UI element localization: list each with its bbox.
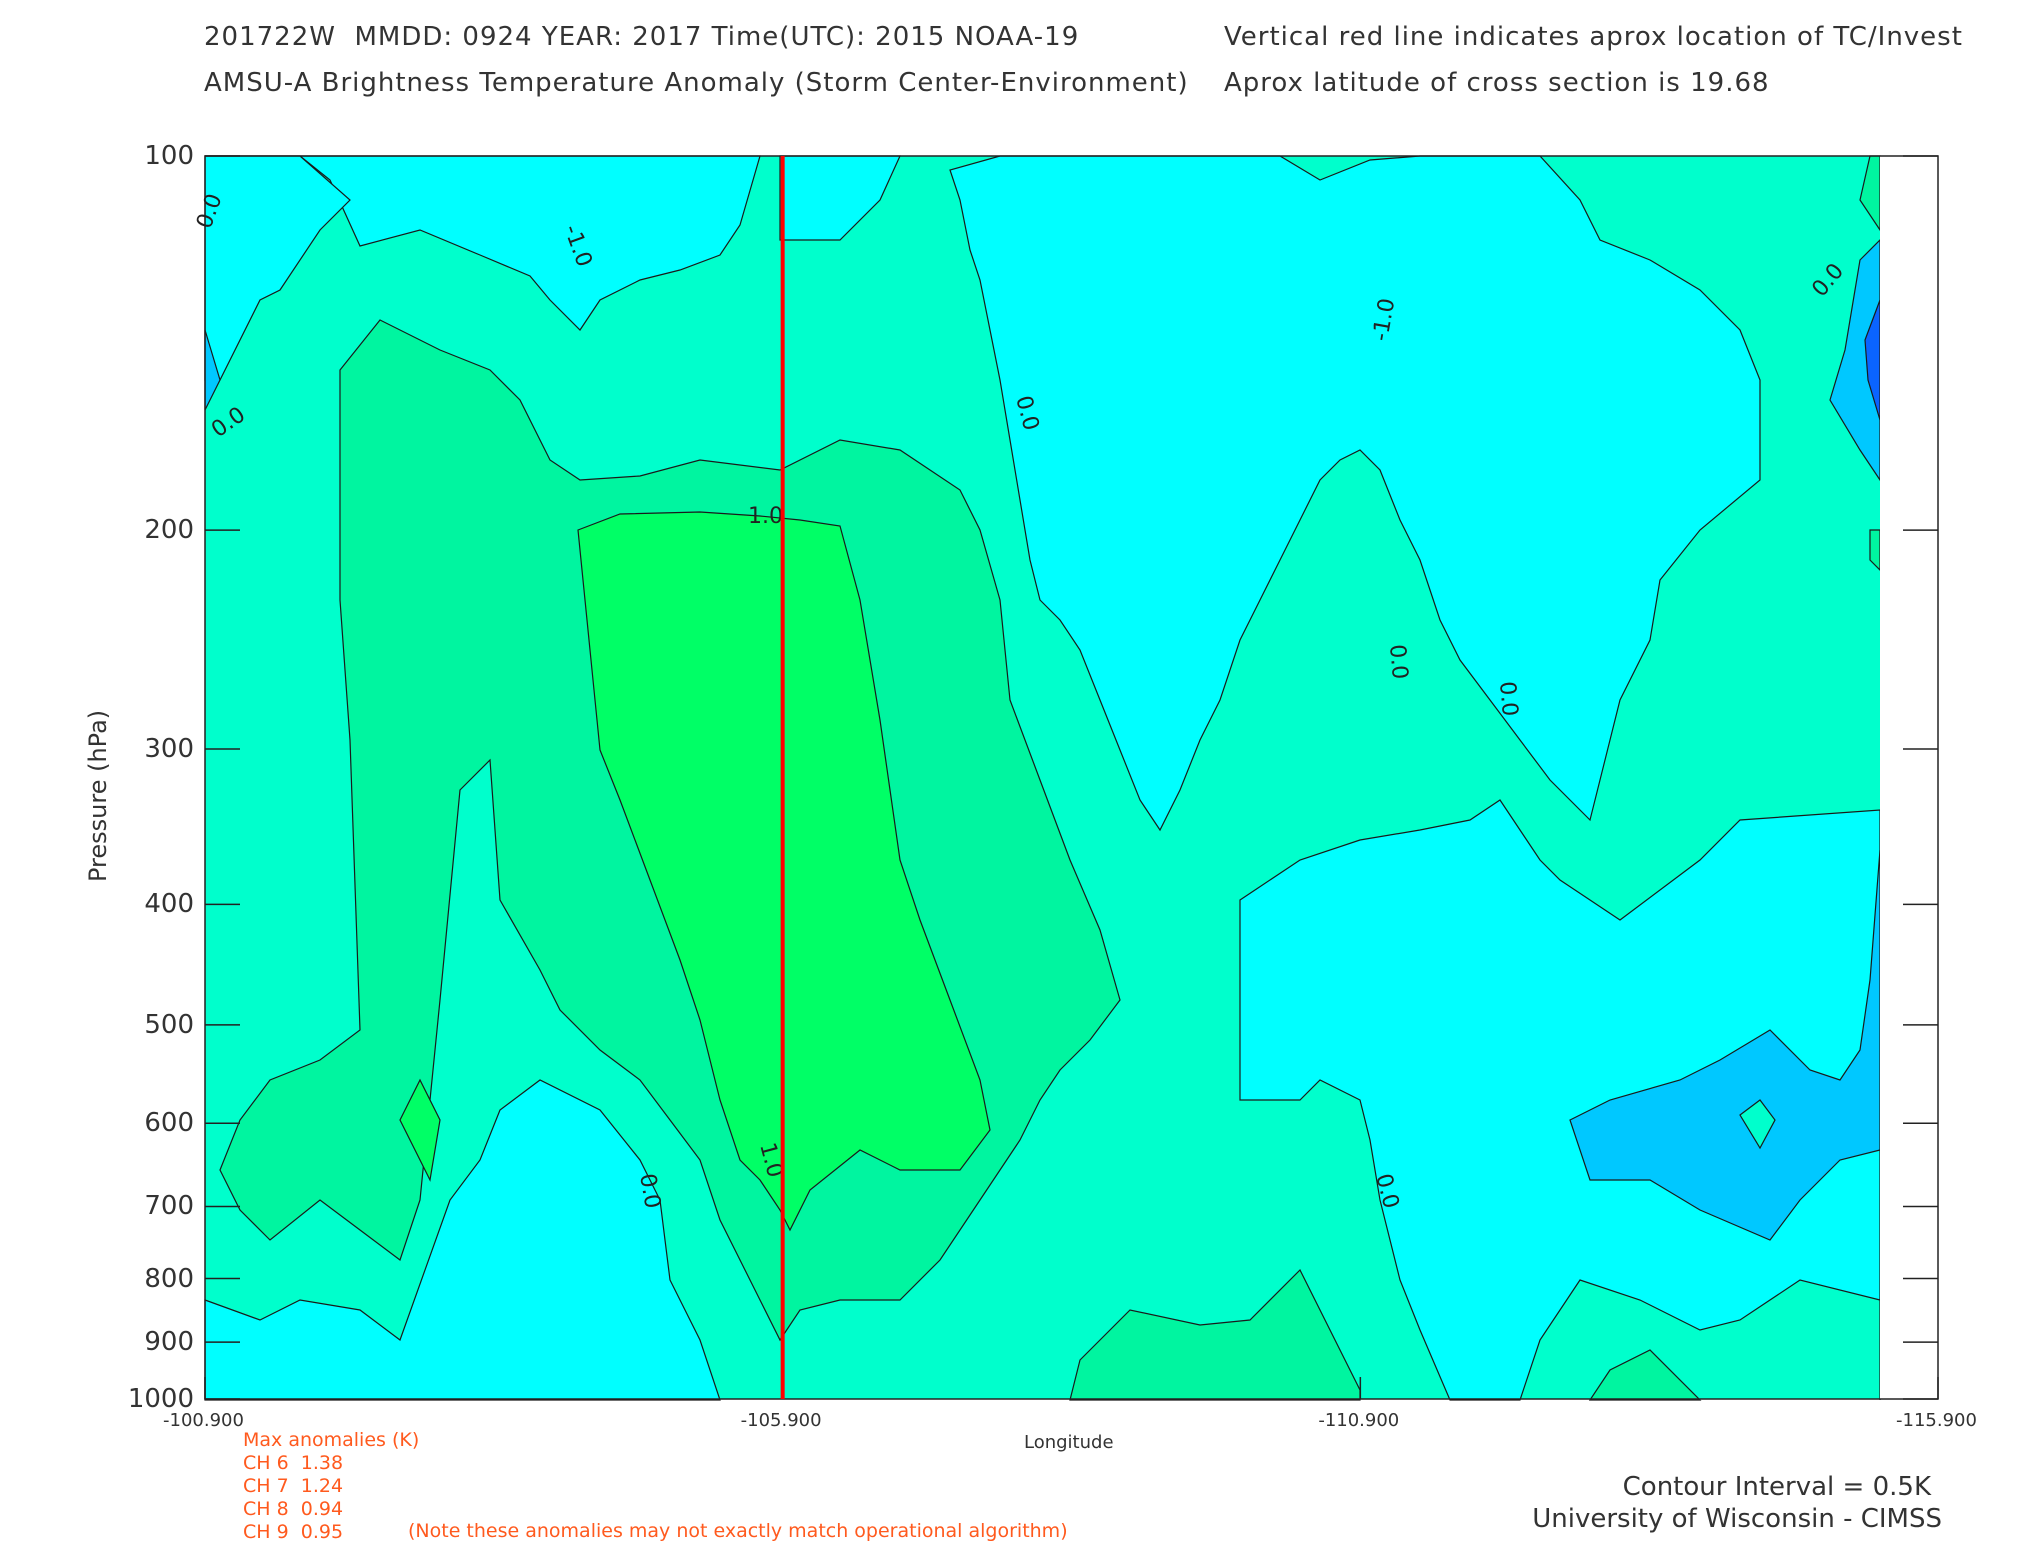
max-anomaly-row: CH 7 1.24 <box>243 1475 344 1497</box>
y-tick-label: 900 <box>144 1327 194 1358</box>
x-tick-label: -110.900 <box>1318 1410 1400 1431</box>
negative-anomaly-regions <box>204 155 1881 1401</box>
contour-label: 0.0 <box>1494 680 1522 717</box>
credit-text: University of Wisconsin - CIMSS <box>1532 1504 1942 1534</box>
y-tick-label: 200 <box>144 515 194 546</box>
max-anomaly-row: CH 9 0.95 <box>243 1521 344 1543</box>
max-anomaly-row: CH 6 1.38 <box>243 1452 344 1474</box>
anomalies-note: (Note these anomalies may not exactly ma… <box>408 1520 1068 1542</box>
y-axis-title: Pressure (hPa) <box>84 709 112 882</box>
cyan-region-right-upper <box>949 155 1761 832</box>
header-line1-left: 201722W MMDD: 0924 YEAR: 2017 Time(UTC):… <box>204 22 1080 52</box>
small-islands <box>1739 1099 1776 1150</box>
green-region-bottom-right <box>1588 1349 1702 1401</box>
y-tick-label: 600 <box>144 1108 194 1139</box>
header-line1-right: Vertical red line indicates aprox locati… <box>1224 22 1963 52</box>
x-tick-label: -115.900 <box>1896 1410 1977 1431</box>
header-line2-left: AMSU-A Brightness Temperature Anomaly (S… <box>204 68 1189 98</box>
y-tick-label: 1000 <box>127 1384 194 1414</box>
contour-label: 0.0 <box>634 1172 665 1211</box>
x-tick-label: -100.900 <box>163 1410 244 1431</box>
max-anomalies-title: Max anomalies (K) <box>243 1429 420 1451</box>
contour-label: 0.0 <box>1384 643 1412 680</box>
cyan-region-right-lower <box>1239 799 1881 1401</box>
y-ticks <box>205 155 1938 1400</box>
y-tick-label: 800 <box>144 1263 194 1294</box>
y-tick-label: 500 <box>144 1009 194 1040</box>
contour-interval-text: Contour Interval = 0.5K <box>1622 1472 1931 1502</box>
y-tick-label: 700 <box>144 1191 194 1222</box>
green-core-small <box>399 1078 441 1182</box>
contour-label: 1.0 <box>748 504 783 529</box>
cyan-region-bottom-left <box>204 1079 721 1401</box>
cold-region-lower-right <box>1569 849 1881 1241</box>
max-anomaly-row: CH 8 0.94 <box>243 1498 344 1520</box>
y-tick-label: 100 <box>144 141 194 171</box>
cold-regions <box>204 238 1881 1241</box>
x-axis-title: Longitude <box>1024 1432 1114 1453</box>
island-cold <box>1739 1099 1776 1150</box>
plot-frame <box>204 155 1939 1400</box>
y-tick-label: 300 <box>144 734 194 765</box>
y-tick-label: 400 <box>144 889 194 920</box>
right-blank-strip <box>1880 156 1938 1399</box>
header-line2-right: Aprox latitude of cross section is 19.68 <box>1224 68 1770 98</box>
x-tick-label: -105.900 <box>740 1410 822 1431</box>
